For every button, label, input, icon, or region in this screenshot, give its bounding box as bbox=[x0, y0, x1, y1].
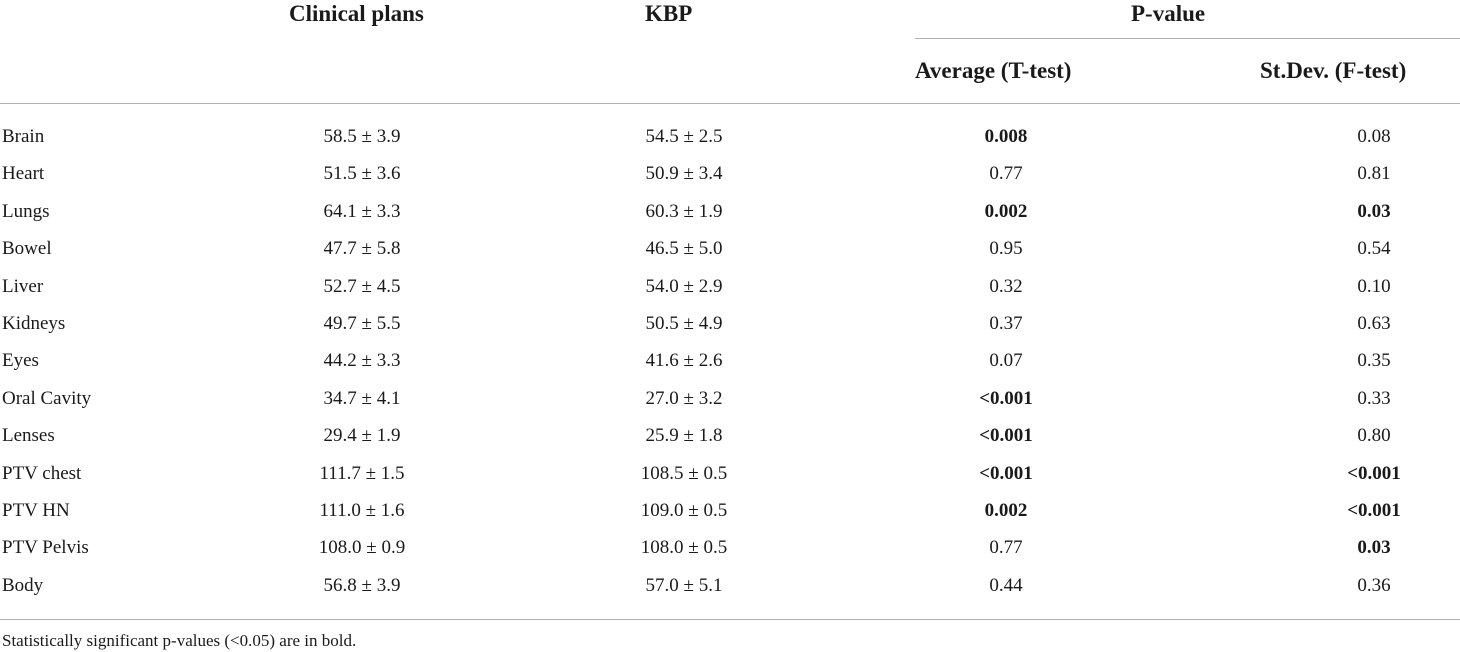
cell-average-p-value: 0.44 bbox=[989, 574, 1023, 596]
cell-clinical-plans: 49.7 ± 5.5 bbox=[323, 312, 401, 334]
row-label: Eyes bbox=[2, 350, 39, 372]
table-row: Bowel 47.7 ± 5.8 46.5 ± 5.0 0.95 0.54 bbox=[0, 230, 1460, 267]
cell-average-p-value: 0.008 bbox=[984, 126, 1028, 147]
table-row: Oral Cavity 34.7 ± 4.1 27.0 ± 3.2 <0.001 0.3… bbox=[0, 380, 1460, 417]
cell-clinical-plans: 44.2 ± 3.3 bbox=[323, 350, 401, 372]
cell-average-p-value: 0.07 bbox=[989, 350, 1023, 372]
cell-clinical-plans: 52.7 ± 4.5 bbox=[323, 275, 401, 297]
cell-kbp: 109.0 ± 0.5 bbox=[640, 499, 728, 521]
cell-average-p-value: 0.37 bbox=[989, 312, 1023, 334]
cell-stdev-p-value: 0.63 bbox=[1357, 312, 1391, 334]
row-label: Heart bbox=[2, 163, 45, 185]
table-row: Eyes 44.2 ± 3.3 41.6 ± 2.6 0.07 0.35 bbox=[0, 342, 1460, 379]
cell-average-p-value: 0.77 bbox=[989, 537, 1023, 559]
row-label: PTV chest bbox=[2, 462, 82, 484]
row-label: PTV Pelvis bbox=[2, 537, 89, 559]
row-label: Bowel bbox=[2, 238, 52, 260]
table-row: Body 56.8 ± 3.9 57.0 ± 5.1 0.44 0.36 bbox=[0, 567, 1460, 604]
cell-stdev-p-value: 0.80 bbox=[1357, 425, 1391, 447]
cell-kbp: 46.5 ± 5.0 bbox=[645, 238, 723, 260]
row-label: Lenses bbox=[2, 425, 55, 447]
cell-kbp: 50.5 ± 4.9 bbox=[645, 312, 723, 334]
cell-stdev-p-value: <0.001 bbox=[1347, 462, 1401, 484]
cell-stdev-p-value: 0.81 bbox=[1357, 163, 1391, 185]
row-label: Body bbox=[2, 574, 44, 596]
cell-average-p-value: <0.001 bbox=[979, 387, 1033, 409]
cell-stdev-p-value: 0.54 bbox=[1357, 238, 1391, 260]
header-p-value: P-value bbox=[1131, 1, 1206, 26]
table-row: Lenses 29.4 ± 1.9 25.9 ± 1.8 <0.001 0.80 bbox=[0, 417, 1460, 454]
cell-stdev-p-value: 0.03 bbox=[1357, 200, 1391, 222]
cell-stdev-p-value: 0.10 bbox=[1357, 275, 1391, 297]
row-label: PTV HN bbox=[2, 499, 70, 521]
row-label: Lungs bbox=[2, 200, 50, 222]
cell-stdev-p-value: 0.33 bbox=[1357, 387, 1391, 409]
row-label: Brain bbox=[2, 126, 45, 147]
table-row: PTV HN 111.0 ± 1.6 109.0 ± 0.5 0.002 <0.001 bbox=[0, 492, 1460, 529]
cell-kbp: 54.5 ± 2.5 bbox=[645, 126, 723, 147]
row-label: Oral Cavity bbox=[2, 387, 92, 409]
cell-kbp: 60.3 ± 1.9 bbox=[645, 200, 723, 222]
cell-stdev-p-value: 0.35 bbox=[1357, 350, 1391, 372]
cell-average-p-value: 0.95 bbox=[989, 238, 1023, 260]
table-row: Lungs 64.1 ± 3.3 60.3 ± 1.9 0.002 0.03 bbox=[0, 193, 1460, 230]
header-group-rule bbox=[915, 38, 1460, 39]
cell-kbp: 50.9 ± 3.4 bbox=[645, 163, 723, 185]
cell-clinical-plans: 29.4 ± 1.9 bbox=[323, 425, 401, 447]
table-row: Brain 58.5 ± 3.9 54.5 ± 2.5 0.008 0.08 bbox=[0, 118, 1460, 155]
table-row: PTV chest 111.7 ± 1.5 108.5 ± 0.5 <0.001 <0.… bbox=[0, 455, 1460, 492]
header-average-t-test: Average (T-test) bbox=[915, 58, 1072, 83]
cell-clinical-plans: 64.1 ± 3.3 bbox=[323, 200, 401, 222]
cell-average-p-value: 0.002 bbox=[984, 499, 1028, 521]
cell-average-p-value: 0.002 bbox=[984, 200, 1028, 222]
header-stdev-f-test: St.Dev. (F-test) bbox=[1260, 58, 1407, 83]
cell-stdev-p-value: 0.08 bbox=[1357, 126, 1391, 147]
cell-stdev-p-value: <0.001 bbox=[1347, 499, 1401, 521]
cell-clinical-plans: 51.5 ± 3.6 bbox=[323, 163, 401, 185]
header-clinical-plans: Clinical plans bbox=[289, 1, 424, 26]
cell-average-p-value: 0.77 bbox=[989, 163, 1023, 185]
cell-stdev-p-value: 0.36 bbox=[1357, 574, 1391, 596]
cell-clinical-plans: 58.5 ± 3.9 bbox=[323, 126, 401, 147]
cell-clinical-plans: 34.7 ± 4.1 bbox=[323, 387, 401, 409]
table-row: Liver 52.7 ± 4.5 54.0 ± 2.9 0.32 0.10 bbox=[0, 268, 1460, 305]
cell-average-p-value: 0.32 bbox=[989, 275, 1023, 297]
cell-clinical-plans: 56.8 ± 3.9 bbox=[323, 574, 401, 596]
table-row: PTV Pelvis 108.0 ± 0.9 108.0 ± 0.5 0.77 0.03 bbox=[0, 529, 1460, 566]
cell-average-p-value: <0.001 bbox=[979, 462, 1033, 484]
cell-clinical-plans: 111.7 ± 1.5 bbox=[319, 462, 405, 484]
cell-kbp: 41.6 ± 2.6 bbox=[645, 350, 723, 372]
row-label: Kidneys bbox=[2, 312, 66, 334]
table-row: Heart 51.5 ± 3.6 50.9 ± 3.4 0.77 0.81 bbox=[0, 155, 1460, 192]
footer-rule bbox=[0, 619, 1460, 620]
cell-clinical-plans: 108.0 ± 0.9 bbox=[318, 537, 406, 559]
cell-average-p-value: <0.001 bbox=[979, 425, 1033, 447]
cell-kbp: 57.0 ± 5.1 bbox=[645, 574, 723, 596]
header-rule bbox=[0, 103, 1460, 104]
row-label: Liver bbox=[2, 275, 44, 297]
cell-clinical-plans: 47.7 ± 5.8 bbox=[323, 238, 401, 260]
cell-kbp: 108.5 ± 0.5 bbox=[640, 462, 728, 484]
cell-kbp: 54.0 ± 2.9 bbox=[645, 275, 723, 297]
cell-kbp: 25.9 ± 1.8 bbox=[645, 425, 723, 447]
header-kbp: KBP bbox=[645, 1, 693, 26]
cell-stdev-p-value: 0.03 bbox=[1357, 537, 1391, 559]
cell-kbp: 108.0 ± 0.5 bbox=[640, 537, 728, 559]
cell-kbp: 27.0 ± 3.2 bbox=[645, 387, 723, 409]
table-row: Kidneys 49.7 ± 5.5 50.5 ± 4.9 0.37 0.63 bbox=[0, 305, 1460, 342]
table-body: Brain 58.5 ± 3.9 54.5 ± 2.5 0.008 0.08 Heart 5… bbox=[0, 118, 1460, 604]
table-footnote: Statistically significant p-values (<0.0… bbox=[2, 631, 357, 650]
cell-clinical-plans: 111.0 ± 1.6 bbox=[319, 499, 405, 521]
